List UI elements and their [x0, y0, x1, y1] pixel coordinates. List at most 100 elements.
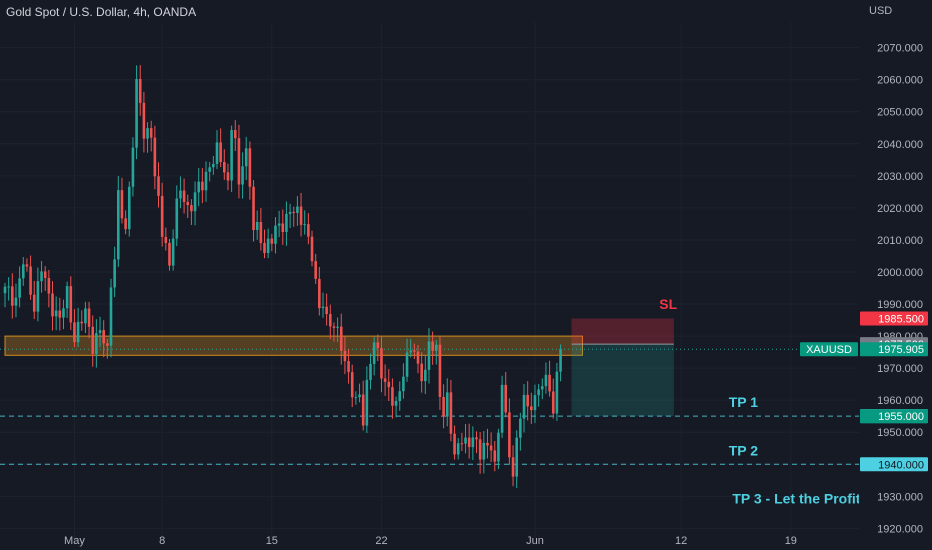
candle-body	[168, 242, 171, 266]
candle-body	[193, 192, 197, 212]
price-tags: 1985.5001977.5001975.9051955.0461955.000…	[800, 311, 928, 472]
candle-body	[431, 341, 434, 351]
candle-body	[314, 261, 317, 279]
candle-body	[69, 286, 73, 323]
candle-body	[365, 379, 369, 426]
candle-body	[424, 369, 427, 382]
y-tick-label: 2070.000	[877, 43, 923, 55]
candle-body	[358, 394, 361, 398]
candle-body	[87, 308, 91, 327]
candle-body	[226, 172, 230, 181]
candle-body	[62, 308, 65, 318]
candle-body	[25, 264, 29, 267]
annotation-label: TP 2	[729, 443, 759, 459]
candle-body	[508, 412, 511, 458]
candle-body	[383, 378, 387, 382]
candle-body	[544, 374, 548, 387]
x-tick-label: 8	[159, 535, 165, 547]
candle-body	[347, 361, 350, 373]
candle-body	[453, 433, 456, 455]
candle-body	[321, 306, 325, 309]
y-tick-label: 2030.000	[877, 171, 923, 183]
candle-body	[135, 78, 138, 148]
candle-body	[127, 186, 131, 230]
candle-body	[460, 443, 464, 445]
candle-body	[420, 363, 423, 382]
price-tag	[860, 311, 928, 326]
candle-body	[339, 326, 343, 351]
x-tick-label: May	[64, 535, 85, 547]
candle-body	[310, 236, 314, 262]
candle-body	[391, 387, 394, 406]
x-tick-label: 22	[375, 535, 387, 547]
y-tick-label: 1990.000	[877, 299, 923, 311]
candle-body	[29, 266, 32, 295]
candle-body	[146, 128, 149, 139]
candle-body	[303, 224, 307, 226]
candle-body	[456, 443, 460, 455]
y-tick-label: 2010.000	[877, 235, 923, 247]
y-tick-label: 1950.000	[877, 427, 923, 439]
candle-body	[248, 148, 252, 187]
candle-body	[548, 374, 551, 392]
candle-body	[445, 392, 449, 417]
y-tick-label: 2050.000	[877, 107, 923, 119]
y-tick-label: 1970.000	[877, 363, 923, 375]
candle-body	[223, 162, 226, 173]
candle-body	[336, 326, 339, 328]
candle-body	[138, 78, 142, 103]
price-tag	[860, 409, 928, 424]
candle-body	[409, 350, 413, 353]
candle-body	[292, 211, 296, 213]
candle-body	[380, 348, 383, 379]
candle-body	[438, 344, 442, 397]
candle-body	[343, 350, 347, 362]
candle-body	[36, 281, 40, 312]
annotation-label: TP 1	[729, 394, 759, 410]
candle-body	[58, 310, 62, 318]
candle-body	[241, 166, 244, 185]
candle-body	[252, 186, 255, 231]
candle-body	[73, 322, 76, 343]
candle-body	[515, 437, 518, 477]
price-tag	[860, 457, 928, 472]
candle-body	[486, 442, 489, 446]
annotation-label: SL	[659, 296, 677, 312]
candle-body	[179, 190, 182, 199]
x-tick-label: 19	[785, 535, 797, 547]
candle-body	[153, 137, 157, 177]
candle-body	[442, 396, 445, 417]
candle-body	[285, 213, 288, 232]
candle-body	[387, 381, 391, 388]
chart-title: Gold Spot / U.S. Dollar, 4h, OANDA	[6, 5, 196, 19]
candle-body	[91, 326, 95, 354]
candle-body	[482, 442, 486, 460]
candle-body	[449, 392, 453, 434]
candle-body	[500, 384, 504, 433]
candle-body	[354, 397, 358, 399]
candle-body	[376, 342, 380, 349]
candle-body	[47, 277, 51, 294]
candle-body	[288, 211, 292, 214]
x-tick-label: 15	[266, 535, 278, 547]
take-profit-area	[571, 344, 674, 417]
candle-body	[519, 418, 522, 438]
candle-body	[369, 363, 372, 380]
candle-body	[307, 224, 310, 237]
candle-body	[3, 286, 7, 294]
candle-body	[212, 163, 215, 168]
position-tool[interactable]	[571, 318, 674, 417]
x-tick-label: 12	[675, 535, 687, 547]
price-tag	[860, 342, 928, 357]
candle-body	[201, 181, 204, 191]
candle-body	[489, 445, 493, 451]
candle-body	[416, 351, 420, 364]
candle-body	[14, 297, 18, 306]
candle-body	[106, 343, 109, 346]
candle-body	[21, 264, 25, 279]
x-tick-label: Jun	[526, 535, 544, 547]
candle-body	[464, 437, 467, 444]
candle-body	[328, 314, 332, 327]
candle-body	[372, 342, 376, 364]
